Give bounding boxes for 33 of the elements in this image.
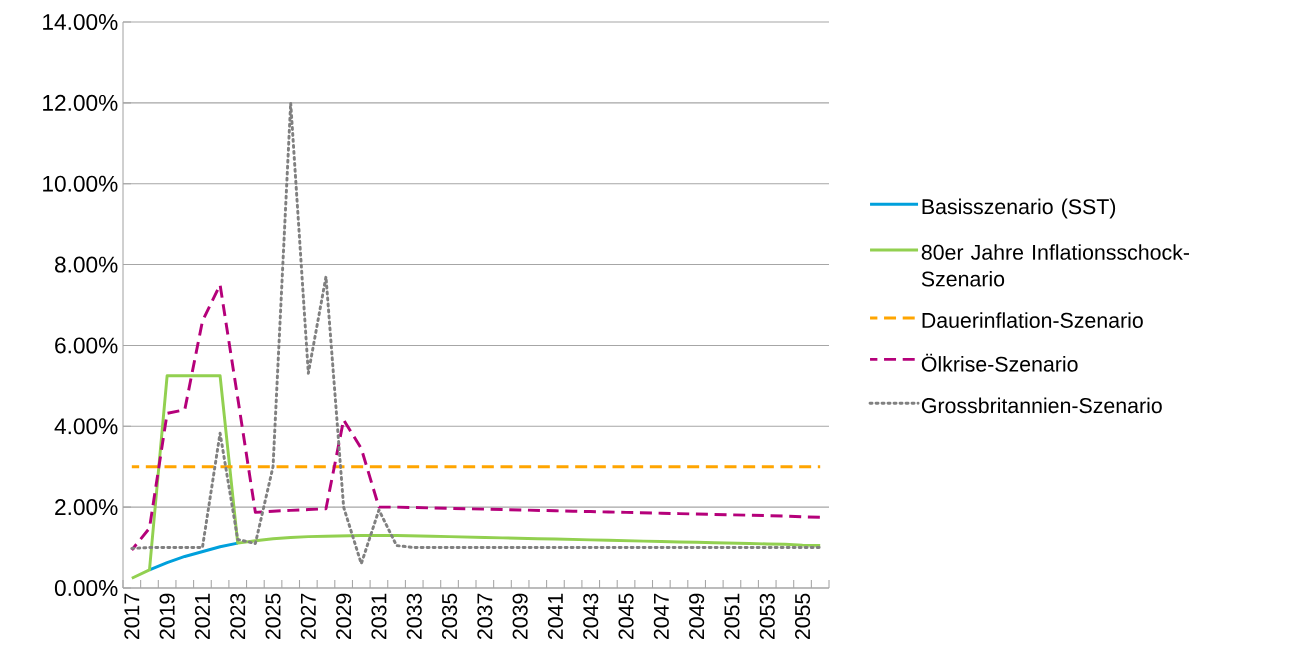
x-tick-label: 2021 [194, 593, 210, 640]
y-tick-label: 0.00% [54, 579, 118, 597]
y-tick-label: 14.00% [43, 13, 118, 31]
legend-label: Dauerinflation-Szenario [922, 312, 1143, 328]
x-tick-label: 2035 [441, 593, 458, 640]
legend-label: Grossbritannien-Szenario [921, 397, 1162, 414]
y-tick-label: 8.00% [55, 256, 118, 273]
x-tick-label: 2041 [547, 593, 563, 640]
x-tick-label: 2049 [689, 593, 705, 640]
y-tick-label: 10.00% [43, 175, 118, 192]
x-tick-label: 2055 [794, 593, 811, 640]
y-tick-label: 6.00% [55, 337, 118, 354]
x-tick-label: 2029 [336, 593, 352, 640]
legend-label: 80er Jahre Inflationsschock-Szenario [921, 244, 1190, 287]
x-tick-label: 2051 [724, 593, 740, 640]
legend-label: Basisszenario (SST) [922, 198, 1116, 219]
x-tick-label: 2047 [653, 593, 669, 640]
y-tick-label: 12.00% [43, 94, 118, 111]
x-tick-label: 2023 [230, 593, 246, 640]
x-tick-label: 2025 [265, 593, 281, 640]
y-tick-label: 4.00% [54, 418, 118, 435]
x-tick-label: 2043 [583, 593, 599, 640]
x-tick-label: 2019 [159, 593, 175, 640]
x-tick-label: 2031 [371, 593, 387, 640]
x-tick-label: 2017 [124, 593, 140, 640]
x-tick-label: 2027 [300, 593, 316, 640]
x-tick-label: 2039 [512, 593, 528, 640]
legend-label: Ölkrise-Szenario [921, 353, 1078, 372]
y-tick-label: 2.00% [55, 499, 118, 516]
x-tick-label: 2037 [477, 593, 493, 640]
x-tick-label: 2033 [406, 593, 422, 640]
x-tick-label: 2045 [618, 593, 634, 640]
x-tick-label: 2053 [759, 593, 775, 640]
